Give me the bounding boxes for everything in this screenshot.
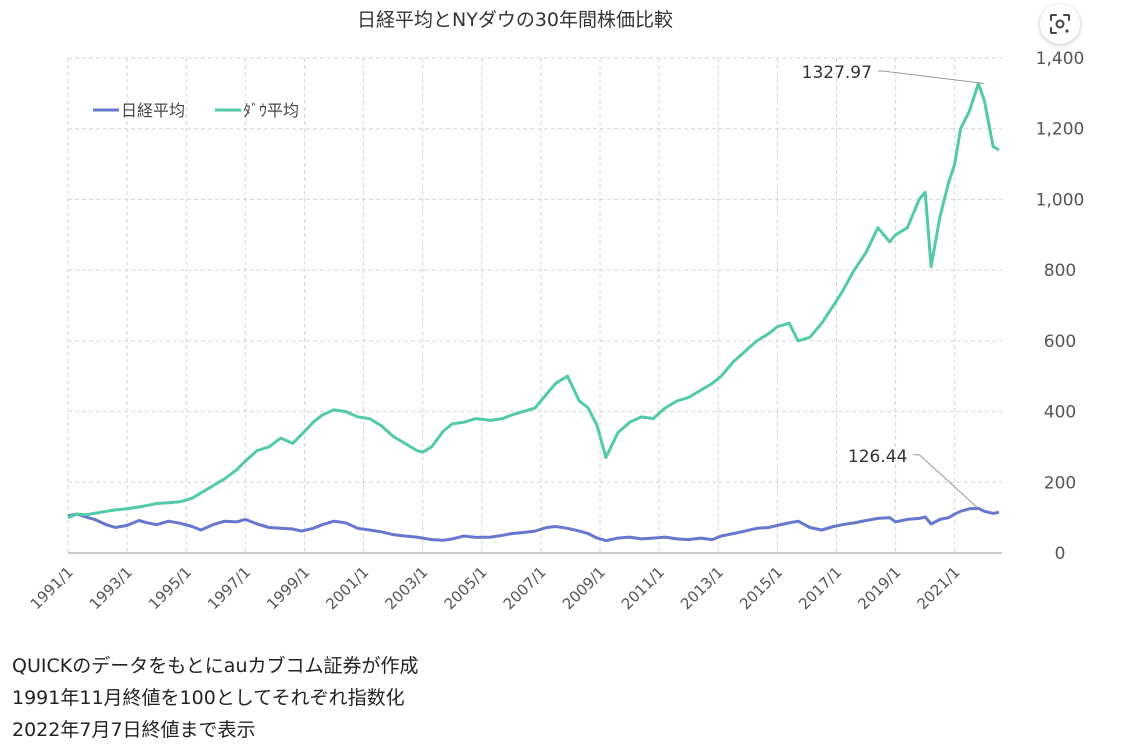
note-period: 2022年7月7日終値まで表示 xyxy=(12,719,256,741)
x-tick-label: 2013/1 xyxy=(677,563,727,613)
y-tick-label: 1,400 xyxy=(1036,49,1085,69)
y-tick-label: 600 xyxy=(1044,332,1076,352)
annotation-label: 126.44 xyxy=(848,447,907,467)
legend-label: 日経平均 xyxy=(121,101,185,120)
chart-title: 日経平均とNYダウの30年間株価比較 xyxy=(357,9,673,31)
x-tick-label: 2017/1 xyxy=(795,563,845,613)
x-tick-label: 1991/1 xyxy=(27,563,77,613)
chart-area: 日経平均とNYダウの30年間株価比較 0 200 400 600 800 1,000 1,20… xyxy=(27,9,1085,613)
lens-search-button[interactable] xyxy=(1040,4,1080,44)
y-tick-label: 1,200 xyxy=(1036,120,1085,140)
y-tick-label: 0 xyxy=(1055,544,1066,564)
y-tick-label: 200 xyxy=(1044,473,1076,493)
legend-label: ﾀﾞｳ平均 xyxy=(243,101,299,120)
annotation-leader xyxy=(877,70,985,84)
x-tick-label: 2005/1 xyxy=(441,563,491,613)
line-chart: 日経平均とNYダウの30年間株価比較 0 200 400 600 800 1,000 1,20… xyxy=(27,9,1085,613)
x-tick-label: 2007/1 xyxy=(500,563,550,613)
x-tick-label: 1999/1 xyxy=(263,563,313,613)
x-tick-label: 2019/1 xyxy=(854,563,904,613)
y-tick-label: 1,000 xyxy=(1036,190,1085,210)
x-tick-label: 2001/1 xyxy=(322,563,372,613)
annotation-label: 1327.97 xyxy=(802,63,872,83)
annotation-leader xyxy=(913,454,979,509)
x-tick-label: 2003/1 xyxy=(381,563,431,613)
note-source: QUICKのデータをもとにauカブコム証券が作成 xyxy=(12,655,419,677)
x-tick-label: 1995/1 xyxy=(145,563,195,613)
series-line-0 xyxy=(67,506,1000,543)
x-tick-label: 2011/1 xyxy=(618,563,668,613)
x-tick-label: 2015/1 xyxy=(736,563,786,613)
y-tick-label: 400 xyxy=(1044,403,1076,423)
x-tick-label: 1993/1 xyxy=(86,563,136,613)
x-tick-label: 2009/1 xyxy=(559,563,609,613)
y-tick-label: 800 xyxy=(1044,261,1076,281)
x-tick-label: 1997/1 xyxy=(204,563,254,613)
x-tick-label: 2021/1 xyxy=(913,563,963,613)
source-notes: QUICKのデータをもとにauカブコム証券が作成 1991年11月終値を100と… xyxy=(12,650,419,746)
lens-search-icon xyxy=(1050,14,1070,34)
note-index-base: 1991年11月終値を100としてそれぞれ指数化 xyxy=(12,687,405,709)
series-line-1 xyxy=(67,82,1000,519)
